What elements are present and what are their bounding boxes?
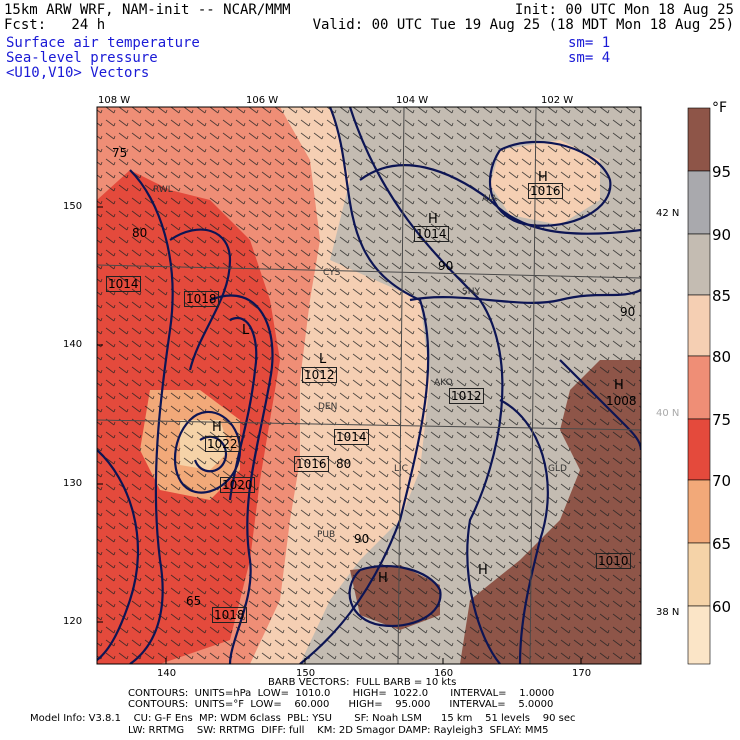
isobar-label: 1018: [184, 291, 219, 307]
init-time: Init: 00 UTC Mon 18 Aug 25: [514, 2, 734, 18]
pressure-high-marker: H: [538, 170, 548, 185]
temp-contour-label: 90: [620, 305, 636, 319]
colorbar-level: 60: [712, 598, 732, 616]
grid-y-150: 150: [63, 201, 83, 212]
isobars: [97, 107, 641, 664]
station-ako: AKO: [434, 378, 453, 388]
isobar-label: 1012: [302, 367, 337, 383]
colorbar-level: 95: [712, 163, 732, 181]
colorbar-unit: °F: [712, 100, 728, 116]
pressure-high-marker: H: [614, 378, 624, 393]
isobar-label: 1014: [414, 226, 449, 242]
temp-contour-label: 80: [336, 457, 352, 471]
colorbar-level: 90: [712, 226, 732, 244]
field-temperature: Surface air temperature: [6, 35, 200, 51]
colorbar-level: 70: [712, 472, 732, 490]
lat-label-38n: 38 N: [656, 607, 680, 618]
isobar-label: 1016: [294, 456, 329, 472]
grid-x-170: 170: [572, 668, 592, 679]
contours-temp: CONTOURS: UNITS=°F LOW= 60.000 HIGH= 95.…: [128, 699, 554, 710]
grid-x-140: 140: [157, 668, 177, 679]
lat-label-40n: 40 N: [656, 408, 680, 419]
station-sny: SNY: [462, 287, 480, 297]
grid-x-150: 150: [296, 668, 316, 679]
pressure-high-marker: H: [478, 563, 488, 578]
station-den: DEN: [318, 402, 338, 412]
forecast-hour: Fcst: 24 h: [4, 17, 106, 33]
pressure-high-marker: H: [378, 571, 388, 586]
grid-y-140: 140: [63, 339, 83, 350]
temp-contour-label: 90: [438, 259, 454, 273]
grid-y-130: 130: [63, 478, 83, 489]
slp-smoothing: sm= 1: [568, 35, 611, 51]
isobar-label: 1010: [596, 553, 631, 569]
lon-label-104w: 104 W: [396, 95, 429, 106]
station-pub: PUB: [317, 530, 336, 540]
colorbar-level: 65: [712, 535, 732, 553]
temp-contour-label: 90: [354, 532, 370, 546]
isobar-label: 1018: [212, 607, 247, 623]
field-slp: Sea-level pressure: [6, 50, 158, 66]
station-aia: AIA: [482, 194, 497, 204]
vector-smoothing: sm= 4: [568, 50, 611, 66]
station-rwl: RWL: [153, 185, 173, 195]
grid-y-120: 120: [63, 616, 83, 627]
station-lic: LIC: [394, 464, 408, 474]
model-info-1: Model Info: V3.8.1 CU: G-F Ens MP: WDM 6…: [30, 713, 576, 724]
field-vectors: <U10,V10> Vectors: [6, 65, 150, 81]
isobar-label: 1020: [220, 477, 255, 493]
valid-time: Valid: 00 UTC Tue 19 Aug 25 (18 MDT Mon …: [312, 17, 734, 33]
lon-label-106w: 106 W: [246, 95, 279, 106]
model-info-2: LW: RRTMG SW: RRTMG DIFF: full KM: 2D Sm…: [128, 725, 549, 736]
isobar-label: 1014: [334, 429, 369, 445]
pressure-low-marker: L: [242, 323, 250, 338]
state-borders: [97, 107, 641, 664]
wind-barbs: [97, 107, 641, 664]
contours-slp: CONTOURS: UNITS=hPa LOW= 1010.0 HIGH= 10…: [128, 688, 555, 699]
pressure-low-marker: L: [319, 352, 327, 367]
isobar-label: 1008: [606, 394, 637, 408]
lon-label-102w: 102 W: [541, 95, 574, 106]
lat-label-42n: 42 N: [656, 208, 680, 219]
pressure-high-marker: H: [212, 420, 222, 435]
colorbar-level: 75: [712, 411, 732, 429]
temp-contour-label: 80: [132, 226, 148, 240]
ticks: [97, 206, 582, 664]
colorbar-level: 85: [712, 287, 732, 305]
isobar-label: 1014: [106, 276, 141, 292]
lon-label-108w: 108 W: [98, 95, 131, 106]
isobar-label: 1022: [205, 436, 240, 452]
colorbar-level: 80: [712, 348, 732, 366]
pressure-high-marker: H: [428, 212, 438, 227]
temp-contour-label: 65: [186, 594, 202, 608]
station-gld: GLD: [548, 464, 567, 474]
station-cys: CYS: [323, 268, 341, 278]
model-title: 15km ARW WRF, NAM-init -- NCAR/MMM: [4, 2, 291, 18]
barb-legend: BARB VECTORS: FULL BARB = 10 kts: [268, 677, 457, 688]
isobar-label: 1012: [449, 388, 484, 404]
grid-x-160: 160: [434, 668, 454, 679]
isobar-label: 1016: [528, 183, 563, 199]
colorbar: [687, 107, 711, 665]
temp-contour-label: 75: [112, 146, 128, 160]
